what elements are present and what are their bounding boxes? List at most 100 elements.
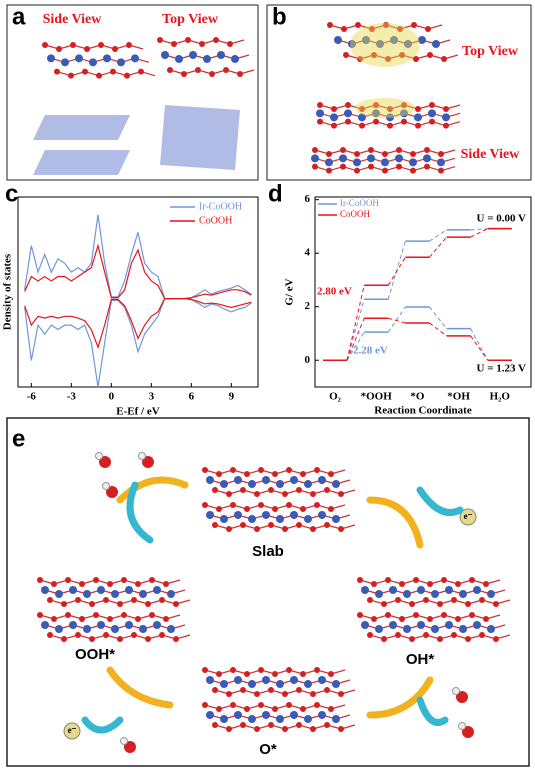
dos-line <box>24 243 252 300</box>
atom <box>244 671 250 677</box>
atom <box>69 586 77 594</box>
atom <box>438 151 444 157</box>
connector <box>387 241 406 300</box>
atom <box>332 715 340 723</box>
atom <box>248 480 256 488</box>
legend-label: CoOOH <box>199 215 232 226</box>
atom <box>473 621 481 629</box>
atom <box>103 632 109 638</box>
atom <box>212 722 218 728</box>
atom <box>167 590 175 598</box>
atom <box>375 590 383 598</box>
panel-e-frame <box>6 417 530 767</box>
atom <box>357 612 363 618</box>
atom <box>230 502 236 508</box>
atom <box>55 625 63 633</box>
atom <box>125 586 133 594</box>
atom <box>357 56 363 62</box>
atom <box>96 72 102 79</box>
connector <box>429 306 447 329</box>
connector <box>388 317 406 324</box>
oxygen <box>106 486 118 498</box>
atom <box>290 511 298 519</box>
atom <box>487 590 495 598</box>
atom <box>61 636 67 642</box>
electron-icon <box>63 722 81 740</box>
x-tick-label: O₂ <box>329 391 342 403</box>
atom <box>240 487 246 493</box>
annotation: U = 1.23 V <box>477 363 527 375</box>
atom <box>300 506 306 512</box>
atom <box>272 471 278 477</box>
atom <box>428 109 436 118</box>
atom <box>254 726 260 732</box>
atom <box>427 52 433 58</box>
atom <box>83 625 91 633</box>
atom <box>310 726 316 732</box>
atom <box>195 67 201 73</box>
atom <box>173 636 179 642</box>
atom <box>414 113 422 122</box>
atom <box>234 676 242 684</box>
atom <box>396 163 402 170</box>
atom <box>441 56 447 62</box>
atom <box>206 711 214 719</box>
atom <box>410 151 416 157</box>
atom <box>138 68 144 75</box>
atom <box>423 597 429 603</box>
cell <box>33 150 130 175</box>
atom <box>385 612 391 618</box>
atom <box>124 72 130 79</box>
atom <box>328 706 334 712</box>
atom <box>387 106 393 112</box>
atom <box>216 671 222 677</box>
atom <box>220 515 228 523</box>
atom <box>415 122 421 129</box>
x-tick-label: *O <box>410 391 425 403</box>
atom <box>167 67 173 73</box>
atom <box>244 506 250 512</box>
atom <box>258 702 264 708</box>
connector <box>470 335 489 361</box>
hydrogen <box>95 452 103 460</box>
atom <box>248 715 256 723</box>
atom <box>326 151 332 157</box>
atom <box>332 480 340 488</box>
atom <box>371 581 377 587</box>
x-tick-label: 3 <box>149 391 155 403</box>
atom <box>445 621 453 629</box>
dos-line <box>24 214 252 300</box>
atom <box>332 515 340 523</box>
atom <box>367 154 375 163</box>
x-tick-label: *OH <box>447 391 470 403</box>
arrow <box>106 666 174 709</box>
atom <box>111 590 119 598</box>
atom <box>131 54 139 63</box>
atom <box>272 506 278 512</box>
atom <box>423 632 429 638</box>
atom <box>51 616 57 622</box>
atom <box>131 632 137 638</box>
atom <box>230 702 236 708</box>
atom <box>258 502 264 508</box>
atom <box>135 581 141 587</box>
annotation: 2.80 eV <box>317 286 352 298</box>
atom <box>423 154 431 163</box>
atom <box>98 42 104 48</box>
atom <box>202 702 208 708</box>
atom <box>89 58 97 67</box>
atom <box>429 118 435 125</box>
atom <box>451 597 457 603</box>
atom <box>369 26 375 32</box>
atom <box>206 676 214 684</box>
atom <box>268 722 274 728</box>
atom <box>202 667 208 673</box>
atom <box>149 612 155 618</box>
atom <box>445 586 453 594</box>
atom <box>399 581 405 587</box>
atom <box>401 102 407 108</box>
atom <box>262 676 270 684</box>
atom <box>353 158 361 167</box>
atom <box>368 147 374 153</box>
